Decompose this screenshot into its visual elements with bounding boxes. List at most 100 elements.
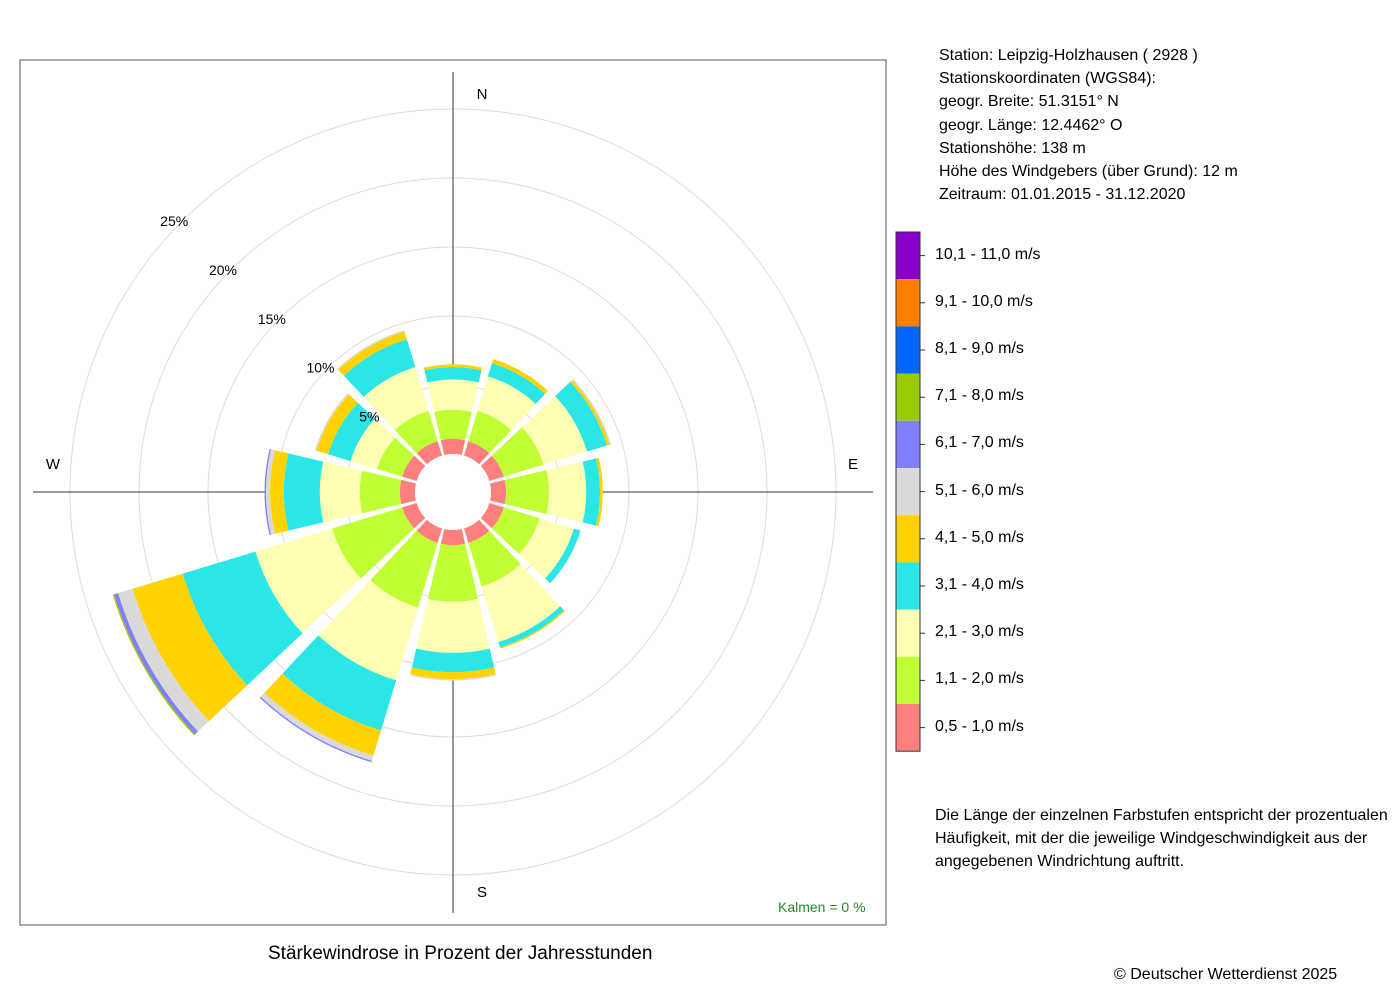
copyright: © Deutscher Wetterdienst 2025 [1114, 966, 1338, 983]
sector-30-band-5 [491, 359, 548, 394]
sector-330 [337, 330, 443, 465]
sector-0-band-4 [424, 367, 482, 383]
sector-60-band-2 [491, 427, 544, 477]
legend-label-5: 4,1 - 5,0 m/s [935, 528, 1024, 546]
sector-300-band-5 [316, 394, 358, 455]
sector-120-band-4 [545, 528, 581, 584]
legend-label-11: 10,1 - 11,0 m/s [935, 245, 1041, 263]
ring-label-4: 20% [209, 262, 237, 278]
sector-270-band-2 [359, 470, 402, 514]
sector-180 [409, 529, 497, 681]
sector-240-band-3 [255, 528, 361, 634]
sector-240-band-1 [402, 502, 426, 529]
sector-330-band-1 [416, 441, 443, 465]
station-elevation: Stationshöhe: 138 m [939, 139, 1086, 157]
axis-labels: N E S W 5% 10% 15% 20% 25% [46, 86, 858, 901]
legend-label-2: 1,1 - 2,0 m/s [935, 670, 1024, 688]
sector-0-band-1 [440, 438, 466, 455]
station-longitude: geogr. Länge: 12.4462° O [939, 116, 1123, 134]
sector-180-band-6 [409, 674, 497, 681]
sector-30-band-1 [463, 441, 490, 465]
sector-240-band-4 [182, 551, 303, 686]
legend-label-4: 3,1 - 4,0 m/s [935, 576, 1024, 593]
sector-30-band-3 [477, 376, 536, 431]
legend-label-3: 2,1 - 3,0 m/s [935, 623, 1024, 641]
sector-210-band-2 [370, 530, 438, 608]
legend-label-6: 5,1 - 6,0 m/s [935, 481, 1024, 499]
sector-150-band-1 [463, 519, 490, 543]
legend-swatch-4 [896, 562, 920, 610]
sector-270-band-7 [264, 448, 271, 536]
sector-270-band-6 [265, 449, 275, 535]
sector-300-band-4 [328, 402, 375, 462]
sector-120-band-3 [518, 518, 574, 579]
sector-60-band-5 [570, 380, 610, 446]
legend-label-1: 0,5 - 1,0 m/s [935, 717, 1024, 735]
sector-90-band-5 [596, 457, 603, 527]
sector-120-band-1 [480, 502, 504, 529]
legend-swatches [895, 231, 925, 752]
sector-270-band-3 [319, 461, 363, 523]
sector-210-band-6 [260, 692, 374, 761]
sector-300-band-3 [350, 418, 396, 470]
sector-210-band-1 [416, 519, 443, 543]
sector-150-band-4 [498, 606, 565, 648]
ring-label-5: 25% [160, 213, 188, 229]
sector-330-band-3 [363, 367, 429, 431]
sector-300-band-2 [376, 437, 415, 477]
sector-300-band-1 [402, 455, 426, 482]
sector-90-band-2 [504, 470, 549, 514]
sector-0 [423, 364, 483, 455]
sectors [112, 330, 611, 763]
sector-240-band-6 [118, 588, 210, 732]
sector-180-band-3 [416, 598, 490, 653]
sector-60-band-1 [480, 455, 504, 482]
legend-swatch-5 [896, 515, 920, 563]
sector-270 [264, 448, 416, 536]
sector-210-band-3 [318, 580, 419, 681]
sector-240 [112, 502, 426, 736]
ring-label-3: 15% [258, 311, 286, 327]
sector-210 [259, 519, 443, 763]
station-coords-heading: Stationskoordinaten (WGS84): [939, 70, 1156, 88]
legend-label-10: 9,1 - 10,0 m/s [935, 292, 1033, 310]
legend-swatch-1 [896, 704, 920, 752]
sector-210-band-5 [264, 673, 381, 756]
sector-330-band-5 [338, 331, 407, 376]
station-info: Station: Leipzig-Holzhausen ( 2928 ) Sta… [939, 44, 1238, 206]
sector-90 [490, 457, 603, 527]
sector-30 [463, 359, 548, 465]
sector-240-band-5 [132, 573, 248, 722]
sector-30-band-2 [468, 410, 512, 454]
sector-150-band-2 [468, 530, 521, 587]
sector-150-band-3 [481, 563, 561, 642]
sector-330-band-2 [394, 410, 438, 454]
sector-120 [480, 502, 581, 584]
ring-label-2: 10% [306, 360, 334, 376]
sector-180-band-5 [410, 667, 496, 680]
sector-300 [314, 393, 426, 482]
sector-0-band-5 [423, 364, 483, 371]
sector-0-band-3 [427, 379, 479, 413]
legend-swatch-6 [896, 468, 920, 516]
sector-0-band-2 [434, 409, 472, 441]
direction-label-n: N [477, 86, 488, 103]
legend-label-8: 7,1 - 8,0 m/s [935, 387, 1024, 405]
direction-label-w: W [46, 456, 61, 473]
legend-swatch-11 [896, 232, 920, 280]
sector-180-band-1 [440, 529, 466, 546]
sector-180-band-4 [411, 648, 495, 673]
legend-swatch-3 [896, 609, 920, 657]
legend-label-9: 8,1 - 9,0 m/s [935, 340, 1024, 357]
sector-90-band-3 [546, 461, 587, 523]
sector-210-band-4 [282, 635, 397, 731]
legend-label-7: 6,1 - 7,0 m/s [935, 434, 1024, 452]
sector-60-band-3 [521, 396, 588, 465]
sector-240-band-2 [332, 507, 415, 579]
sector-270-band-1 [399, 479, 416, 505]
sector-270-band-5 [270, 450, 289, 534]
legend-swatch-9 [896, 326, 920, 374]
sector-60 [480, 379, 611, 482]
station-name: Station: Leipzig-Holzhausen ( 2928 ) [939, 47, 1198, 64]
